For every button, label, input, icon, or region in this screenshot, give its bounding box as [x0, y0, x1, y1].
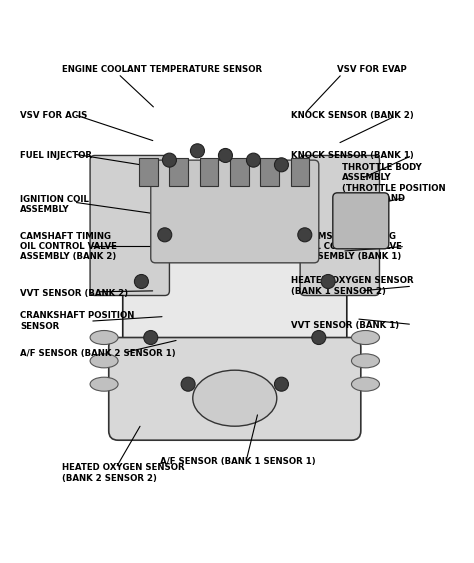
Ellipse shape [90, 377, 118, 391]
Text: CRANKSHAFT POSITION
SENSOR: CRANKSHAFT POSITION SENSOR [20, 311, 135, 331]
Ellipse shape [90, 330, 118, 345]
FancyBboxPatch shape [90, 155, 169, 296]
Circle shape [181, 377, 195, 391]
FancyBboxPatch shape [123, 169, 347, 384]
Text: A/F SENSOR (BANK 1 SENSOR 1): A/F SENSOR (BANK 1 SENSOR 1) [160, 457, 316, 466]
Ellipse shape [352, 354, 380, 368]
Circle shape [158, 228, 172, 242]
Circle shape [144, 330, 158, 345]
Ellipse shape [90, 354, 118, 368]
Bar [260, 158, 279, 186]
Text: A/F SENSOR (BANK 2 SENSOR 1): A/F SENSOR (BANK 2 SENSOR 1) [20, 350, 176, 359]
FancyBboxPatch shape [151, 160, 319, 263]
Text: CAMSHAFT TIMING
OIL CONTROL VALVE
ASSEMBLY (BANK 2): CAMSHAFT TIMING OIL CONTROL VALVE ASSEMB… [20, 231, 117, 261]
Bar [169, 158, 188, 186]
Circle shape [135, 275, 148, 288]
Circle shape [274, 158, 289, 172]
Text: ENGINE COOLANT TEMPERATURE SENSOR: ENGINE COOLANT TEMPERATURE SENSOR [62, 65, 262, 74]
FancyBboxPatch shape [109, 337, 361, 440]
Circle shape [191, 144, 204, 158]
Text: VVT SENSOR (BANK 1): VVT SENSOR (BANK 1) [291, 321, 399, 330]
Text: IGNITION COIL
ASSEMBLY: IGNITION COIL ASSEMBLY [20, 195, 89, 214]
Circle shape [321, 275, 335, 288]
FancyBboxPatch shape [300, 155, 380, 296]
Text: FUEL INJECTOR: FUEL INJECTOR [20, 151, 92, 160]
Circle shape [163, 153, 176, 167]
Text: CAMSHAFT TIMING
OIL CONTROL VALVE
ASSEMBLY (BANK 1): CAMSHAFT TIMING OIL CONTROL VALVE ASSEMB… [305, 231, 401, 261]
Circle shape [219, 149, 232, 163]
Ellipse shape [352, 377, 380, 391]
Circle shape [246, 153, 260, 167]
Text: KNOCK SENSOR (BANK 1): KNOCK SENSOR (BANK 1) [291, 151, 413, 160]
Text: VVT SENSOR (BANK 2): VVT SENSOR (BANK 2) [20, 289, 128, 298]
Text: VSV FOR ACIS: VSV FOR ACIS [20, 111, 87, 120]
Text: HEATED OXYGEN SENSOR
(BANK 1 SENSOR 2): HEATED OXYGEN SENSOR (BANK 1 SENSOR 2) [291, 276, 413, 296]
Text: HEATED OXYGEN SENSOR
(BANK 2 SENSOR 2): HEATED OXYGEN SENSOR (BANK 2 SENSOR 2) [62, 463, 185, 482]
Circle shape [312, 330, 326, 345]
Bar [291, 158, 310, 186]
Bar [230, 158, 249, 186]
Circle shape [274, 377, 289, 391]
Ellipse shape [352, 330, 380, 345]
Text: VSV FOR EVAP: VSV FOR EVAP [337, 65, 407, 74]
Ellipse shape [193, 370, 277, 426]
Circle shape [298, 228, 312, 242]
Bar [139, 158, 158, 186]
Text: KNOCK SENSOR (BANK 2): KNOCK SENSOR (BANK 2) [291, 111, 413, 120]
FancyBboxPatch shape [333, 193, 389, 249]
Text: THROTTLE BODY
ASSEMBLY
(THROTTLE POSITION
SENSOR AND
MOTOR): THROTTLE BODY ASSEMBLY (THROTTLE POSITIO… [342, 163, 446, 213]
Bar [200, 158, 219, 186]
